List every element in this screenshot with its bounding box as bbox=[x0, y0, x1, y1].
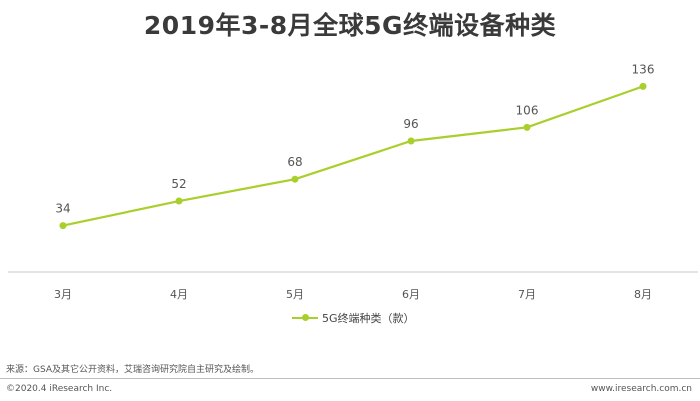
data-label: 68 bbox=[287, 155, 302, 169]
data-label: 106 bbox=[516, 103, 539, 117]
data-point bbox=[639, 82, 647, 90]
x-tick-label: 8月 bbox=[634, 288, 652, 301]
legend-swatch bbox=[292, 313, 318, 323]
x-tick-label: 6月 bbox=[402, 288, 420, 301]
legend-label: 5G终端种类（款） bbox=[322, 312, 415, 325]
data-point bbox=[407, 137, 415, 145]
data-label: 34 bbox=[55, 202, 70, 216]
website: www.iresearch.com.cn bbox=[590, 384, 692, 394]
x-tick-label: 4月 bbox=[170, 288, 188, 301]
source-note: 来源：GSA及其它公开资料，艾瑞咨询研究院自主研究及绘制。 bbox=[6, 365, 260, 375]
footer-divider bbox=[0, 378, 700, 379]
data-label: 52 bbox=[171, 177, 186, 191]
legend-marker bbox=[302, 314, 309, 321]
chart-title: 2019年3-8月全球5G终端设备种类 bbox=[143, 11, 557, 40]
data-point bbox=[175, 197, 183, 205]
x-tick-label: 3月 bbox=[54, 288, 72, 301]
data-point bbox=[291, 175, 299, 183]
series-line bbox=[62, 85, 644, 227]
data-label: 96 bbox=[403, 117, 418, 131]
legend: 5G终端种类（款） bbox=[292, 310, 415, 326]
x-tick-label: 7月 bbox=[518, 288, 536, 301]
data-point bbox=[59, 222, 67, 230]
x-tick-label: 5月 bbox=[286, 288, 304, 301]
data-label: 136 bbox=[632, 62, 655, 76]
copyright: ©2020.4 iResearch Inc. bbox=[6, 384, 113, 394]
data-point bbox=[523, 123, 531, 131]
